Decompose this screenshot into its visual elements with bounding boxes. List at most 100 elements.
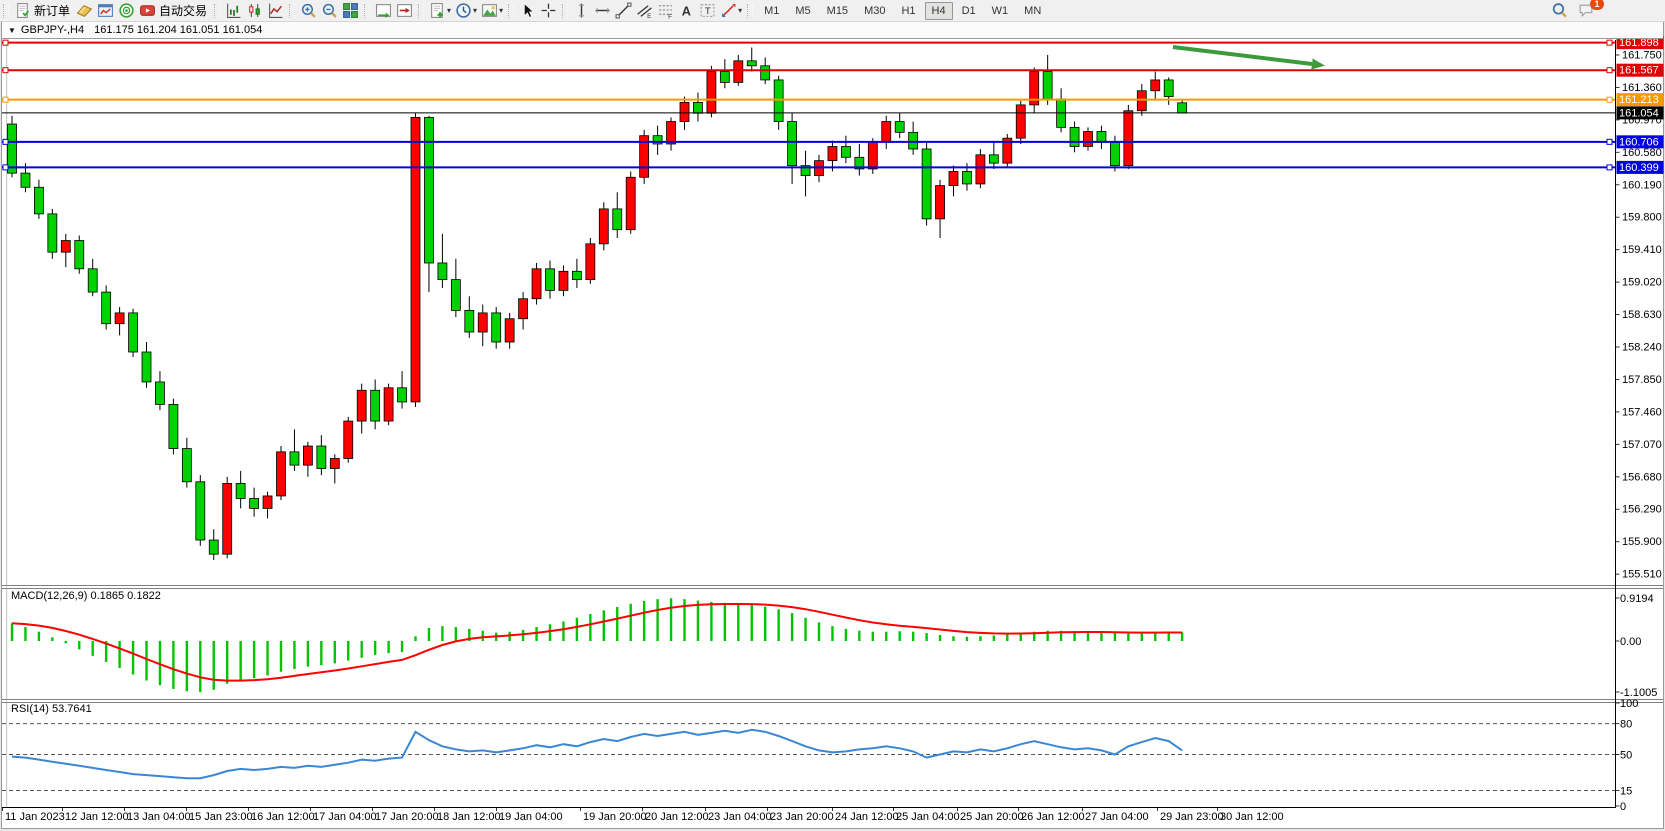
- hline-161.213[interactable]: 161.213: [2, 93, 1664, 107]
- trend-arrow-annotation[interactable]: [1172, 45, 1325, 70]
- auto-scroll-button[interactable]: [373, 0, 394, 21]
- symbol-dropdown-icon[interactable]: ▼: [8, 25, 16, 35]
- hline-161.898[interactable]: 161.898: [2, 36, 1664, 50]
- svg-text:25 Jan 20:00: 25 Jan 20:00: [960, 811, 1024, 823]
- timeframe-button-m15[interactable]: M15: [826, 4, 849, 17]
- clock-icon: [456, 3, 471, 18]
- candle: [935, 185, 945, 220]
- price-axis[interactable]: 161.750161.360160.970160.580160.190159.8…: [1615, 49, 1662, 581]
- text-button[interactable]: A: [676, 0, 697, 21]
- chart-title-symbol: GBPJPY-,H4: [20, 24, 85, 36]
- horizontal-line-button[interactable]: [592, 0, 613, 21]
- toolbar-grip: [562, 3, 569, 18]
- trendline-button[interactable]: [613, 0, 634, 21]
- svg-text:161.898: 161.898: [1619, 37, 1659, 49]
- doc-icon: [17, 3, 30, 18]
- candle: [1177, 102, 1188, 114]
- templates-button[interactable]: ▾: [479, 0, 505, 21]
- svg-text:159.410: 159.410: [1622, 244, 1662, 256]
- candle: [545, 268, 555, 291]
- equidistant-channel-button[interactable]: E: [634, 0, 655, 21]
- text-label-button[interactable]: T: [697, 0, 718, 21]
- svg-text:11 Jan 2023: 11 Jan 2023: [5, 811, 65, 823]
- bar-chart-button[interactable]: [223, 0, 244, 21]
- hline-160.399[interactable]: 160.399: [2, 160, 1664, 174]
- search-button[interactable]: [1549, 0, 1570, 21]
- timeframe-button-m30[interactable]: M30: [864, 4, 886, 17]
- chevron-down-icon[interactable]: ▾: [447, 6, 452, 15]
- svg-text:15: 15: [1620, 786, 1632, 798]
- price-badge: [1616, 106, 1664, 120]
- svg-text:30 Jan 12:00: 30 Jan 12:00: [1220, 811, 1284, 823]
- notifications-button[interactable]: 1: [1576, 0, 1604, 21]
- candle: [572, 270, 582, 281]
- charts-button[interactable]: [95, 0, 116, 21]
- new-order-button[interactable]: 新订单: [12, 0, 74, 21]
- vertical-line-button[interactable]: [571, 0, 592, 21]
- candle: [329, 458, 340, 469]
- auto-trading-button[interactable]: 自动交易: [137, 0, 211, 21]
- chevron-down-icon[interactable]: ▾: [499, 6, 504, 15]
- svg-text:159.800: 159.800: [1622, 212, 1662, 224]
- crosshair-button[interactable]: [538, 0, 559, 21]
- fibo-icon: F: [659, 5, 672, 19]
- timeframe-button-d1[interactable]: D1: [961, 4, 976, 17]
- chevron-down-icon[interactable]: ▾: [473, 6, 478, 15]
- candle: [410, 116, 421, 403]
- market-watch-button[interactable]: [116, 0, 137, 21]
- chevron-down-icon[interactable]: ▾: [738, 6, 743, 15]
- line-icon: [269, 3, 283, 18]
- chart-titlebar[interactable]: ▼ GBPJPY-,H4 161.175 161.204 161.051 161…: [2, 22, 1663, 39]
- candle: [1002, 137, 1013, 164]
- gold-icon: [76, 5, 93, 17]
- candle: [20, 172, 31, 188]
- hline-160.706[interactable]: 160.706: [2, 135, 1664, 149]
- candle: [424, 116, 434, 264]
- new-chart-button[interactable]: ▾: [427, 0, 453, 21]
- candle: [1096, 131, 1107, 143]
- chartshift-icon: [397, 4, 412, 17]
- chart-shift-button[interactable]: [394, 0, 415, 21]
- candlestick-chart-button[interactable]: [244, 0, 265, 21]
- periods-button[interactable]: ▾: [453, 0, 479, 21]
- zoom-in-button[interactable]: [298, 0, 319, 21]
- svg-text:19 Jan 20:00: 19 Jan 20:00: [583, 811, 647, 823]
- hline-161.054[interactable]: 161.054: [2, 106, 1664, 120]
- line-chart-button[interactable]: [265, 0, 286, 21]
- zoom-out-button[interactable]: [319, 0, 340, 21]
- hline-161.567[interactable]: 161.567: [2, 63, 1664, 77]
- svg-text:160.580: 160.580: [1622, 147, 1662, 159]
- timeframe-button-w1[interactable]: W1: [991, 4, 1009, 17]
- trade-group: 新订单 自动交易: [0, 0, 211, 21]
- svg-text:-1.1005: -1.1005: [1620, 687, 1657, 699]
- profiles-button[interactable]: [74, 0, 95, 21]
- timeframe-button-h4[interactable]: H4: [924, 1, 953, 20]
- candle: [1069, 126, 1080, 147]
- candle: [800, 165, 811, 177]
- svg-text:0: 0: [1620, 801, 1626, 813]
- svg-text:E: E: [647, 13, 651, 19]
- timeframe-button-mn[interactable]: MN: [1024, 4, 1042, 17]
- svg-text:155.900: 155.900: [1622, 536, 1662, 548]
- price-badge: [1616, 135, 1664, 149]
- timeframe-button-h1[interactable]: H1: [901, 4, 916, 17]
- candle: [612, 208, 623, 231]
- candle: [128, 312, 138, 353]
- candle: [679, 102, 690, 122]
- timeframe-button-m5[interactable]: M5: [795, 4, 811, 17]
- rsi-line: [11, 728, 1183, 780]
- tile-icon: [343, 3, 358, 18]
- candle: [289, 451, 300, 466]
- scroll-group: [361, 0, 415, 21]
- tile-windows-button[interactable]: [340, 0, 361, 21]
- cursor-button[interactable]: [517, 0, 538, 21]
- candle: [1015, 104, 1026, 139]
- svg-text:T: T: [705, 6, 711, 17]
- timeframe-button-m1[interactable]: M1: [764, 4, 780, 17]
- arrows-button[interactable]: ▾: [718, 0, 744, 21]
- svg-text:13 Jan 04:00: 13 Jan 04:00: [127, 811, 191, 823]
- autotrade-icon: [140, 5, 155, 16]
- fibonacci-button[interactable]: F: [655, 0, 676, 21]
